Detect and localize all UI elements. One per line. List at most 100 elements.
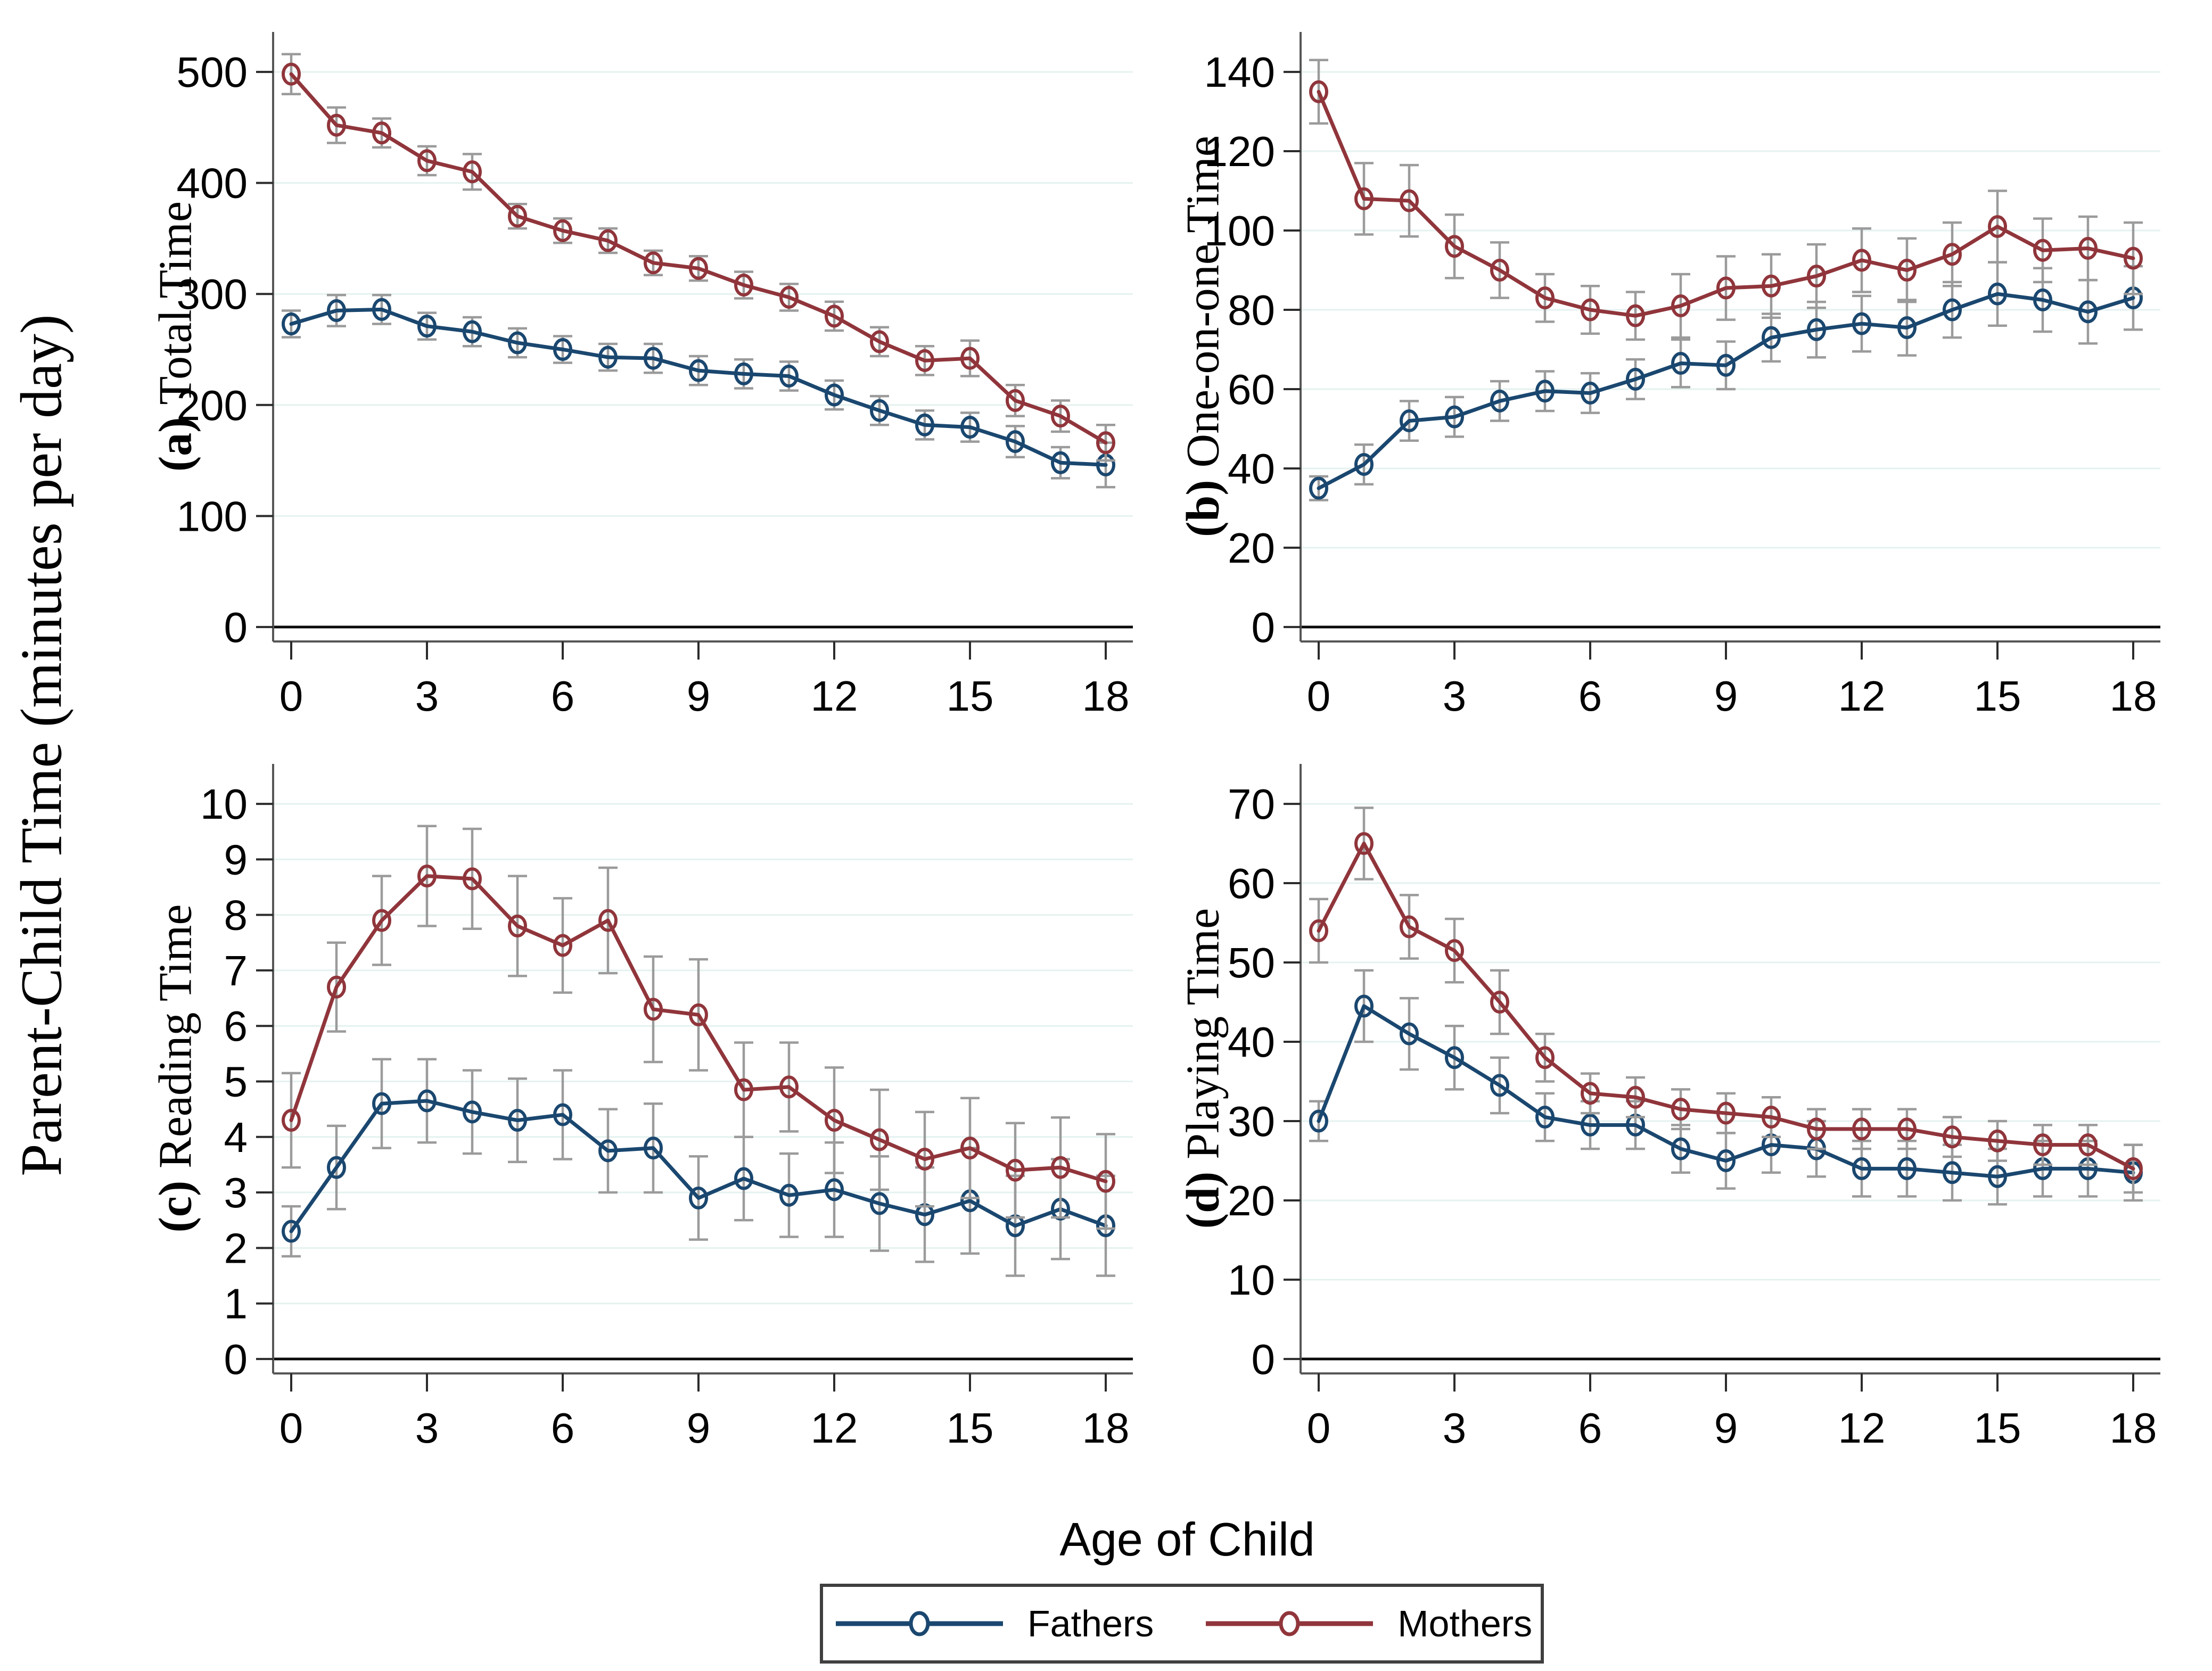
mothers-marker <box>1490 991 1509 1014</box>
mothers-marker <box>1943 1125 1962 1149</box>
y-tick-label: 0 <box>1252 604 1276 651</box>
mothers-marker <box>372 121 391 145</box>
mothers-marker <box>463 160 482 184</box>
panel-a-chart: 0 100 200 300 400 500 0 3 6 9 12 15 18 <box>177 32 1133 720</box>
mothers-marker <box>1006 389 1025 412</box>
mothers-marker <box>2124 1157 2143 1180</box>
x-tick-label: 3 <box>415 1404 439 1452</box>
mothers-marker <box>915 349 934 372</box>
mothers-marker <box>282 1108 301 1132</box>
mothers-marker <box>960 1137 980 1160</box>
fathers-marker <box>1762 326 1781 349</box>
mothers-marker <box>598 229 618 252</box>
fathers-marker <box>779 1183 799 1207</box>
fathers-line <box>1317 1004 2135 1179</box>
mothers-marker <box>327 975 346 999</box>
y-tick-label: 6 <box>224 1002 248 1050</box>
fathers-marker <box>689 1186 708 1209</box>
mothers-marker <box>1309 919 1328 942</box>
y-tick-label: 2 <box>224 1224 248 1272</box>
mothers-marker <box>1581 1082 1600 1105</box>
y-tick-label: 500 <box>177 48 248 96</box>
fathers-marker <box>870 399 889 422</box>
panel-d: (d)Playing Time 0 10 20 30 40 50 60 70 0 3 6 9 12 15 1… <box>1170 740 2200 1456</box>
mothers-marker <box>734 274 753 297</box>
fathers-marker <box>1897 1157 1917 1180</box>
fathers-marker <box>1400 409 1419 433</box>
x-tick-label: 6 <box>551 672 575 720</box>
x-tick-label: 0 <box>1307 672 1331 720</box>
mothers-markers <box>1309 80 2143 327</box>
mothers-marker <box>2033 238 2052 262</box>
fathers-line <box>1317 292 2135 490</box>
y-tick-label: 4 <box>224 1114 248 1161</box>
x-tick-label: 12 <box>811 672 858 720</box>
y-tick-label: 80 <box>1228 286 1275 334</box>
fathers-marker <box>1852 312 1871 335</box>
x-tick-label: 0 <box>279 672 303 720</box>
mothers-marker <box>915 1147 934 1171</box>
fathers-marker <box>734 362 753 385</box>
mothers-marker <box>1852 1117 1871 1141</box>
x-tick-label: 12 <box>1838 1404 1886 1452</box>
fathers-marker <box>1943 1161 1962 1184</box>
fathers-marker <box>734 1167 753 1190</box>
fathers-marker <box>1988 1165 2007 1188</box>
y-tick-label: 100 <box>177 492 248 540</box>
x-tick-label: 9 <box>1714 1404 1738 1452</box>
mothers-line-marker-icon <box>1206 1611 1374 1636</box>
mothers-marker <box>1716 1101 1736 1125</box>
y-tick-label: 40 <box>1228 445 1275 492</box>
mothers-marker <box>1852 249 1871 272</box>
fathers-error-bars <box>282 1058 1115 1277</box>
panel-d-chart: 0 10 20 30 40 50 60 70 0 3 6 9 12 15 18 <box>1228 764 2160 1452</box>
y-tick-label: 0 <box>224 1336 248 1383</box>
mothers-markers <box>282 62 1115 455</box>
fathers-marker <box>1671 352 1690 375</box>
fathers-marker <box>1445 1046 1464 1069</box>
fathers-marker <box>1490 1074 1509 1097</box>
fathers-marker <box>1626 367 1645 391</box>
mothers-marker <box>1051 1156 1070 1179</box>
y-tick-label: 9 <box>224 836 248 883</box>
fathers-marker <box>1535 1106 1555 1129</box>
fathers-marker <box>960 415 980 439</box>
mothers-marker <box>1096 1170 1115 1193</box>
panel-b-chart: 0 20 40 60 80 100 120 140 0 3 6 9 12 15 18 <box>1204 32 2160 720</box>
y-tick-label: 100 <box>1204 207 1275 254</box>
mothers-line <box>289 874 1108 1183</box>
x-tick-label: 9 <box>1714 672 1738 720</box>
fathers-marker <box>463 320 482 343</box>
mothers-marker <box>372 909 391 932</box>
fathers-marker <box>1807 318 1826 341</box>
mothers-marker <box>1988 215 2007 238</box>
fathers-marker <box>598 345 618 369</box>
y-tick-label: 8 <box>224 892 248 939</box>
mothers-marker <box>1581 298 1600 322</box>
mothers-marker <box>779 1075 799 1099</box>
fathers-marker <box>1897 316 1917 340</box>
fathers-marker <box>2078 300 2098 324</box>
fathers-marker <box>508 1108 527 1132</box>
mothers-marker <box>1807 1117 1826 1141</box>
y-tick-label: 120 <box>1204 128 1275 175</box>
mothers-marker <box>2078 1133 2098 1157</box>
fathers-error-bars <box>282 294 1115 489</box>
fathers-marker <box>644 1137 663 1160</box>
mothers-marker <box>2124 246 2143 270</box>
x-tick-label: 0 <box>279 1404 303 1452</box>
y-tick-label: 1 <box>224 1280 248 1328</box>
mothers-markers <box>1309 832 2143 1180</box>
x-tick-label: 3 <box>1443 1404 1467 1452</box>
fathers-marker <box>372 1092 391 1115</box>
fathers-marker <box>870 1192 889 1215</box>
legend-label-fathers: Fathers <box>1027 1603 1154 1644</box>
y-tick-label: 30 <box>1228 1098 1275 1145</box>
fathers-marker <box>1354 994 1374 1018</box>
y-tick-label: 140 <box>1204 48 1275 96</box>
y-tick-label: 300 <box>177 270 248 318</box>
mothers-marker <box>644 251 663 275</box>
fathers-line-marker-icon <box>835 1611 1003 1636</box>
y-tick-label: 10 <box>200 780 248 828</box>
